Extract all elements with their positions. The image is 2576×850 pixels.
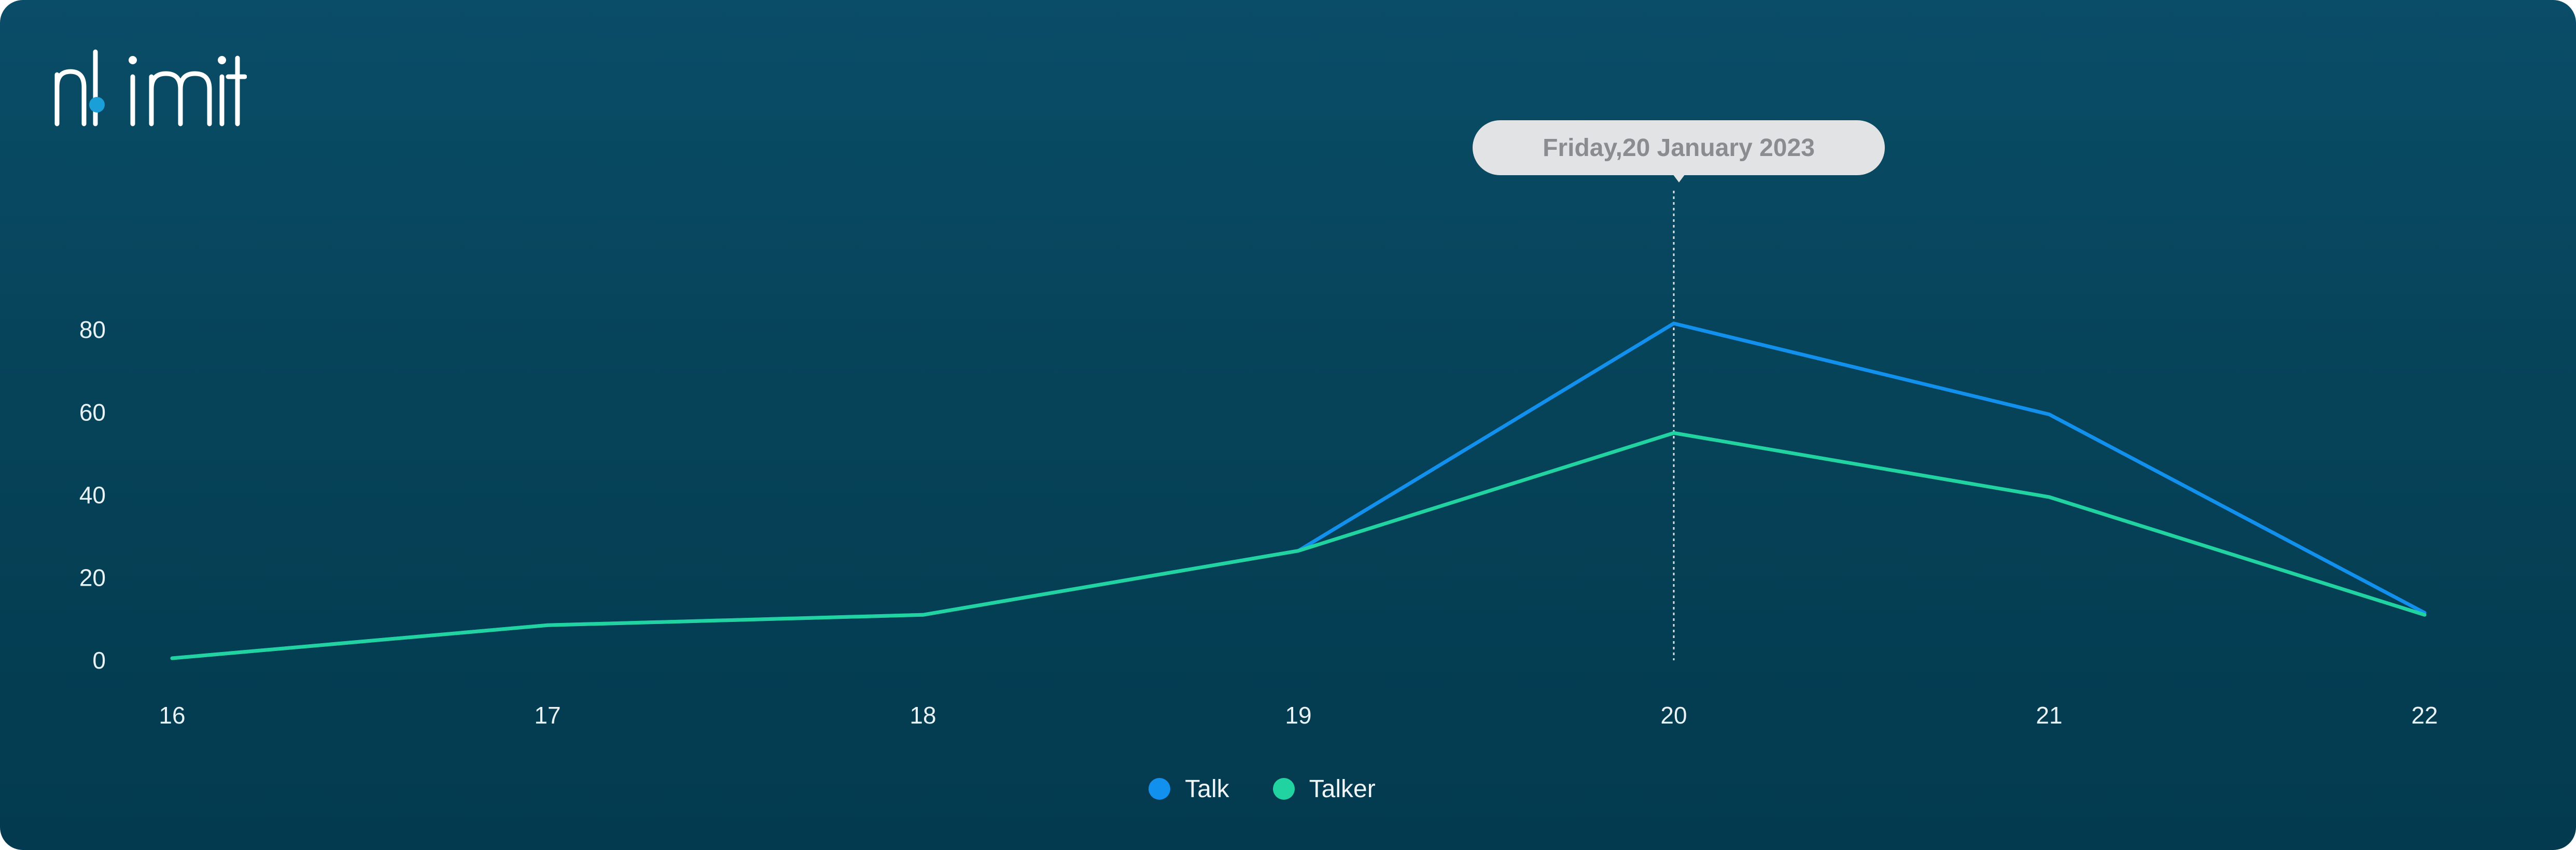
y-axis: 0 20 40 60 80 (79, 316, 106, 674)
tooltip-day: Friday, (1543, 134, 1622, 162)
chart-legend: Talk Talker (0, 772, 2576, 805)
series-line-talk[interactable] (170, 321, 2427, 660)
y-tick-label-80: 80 (79, 316, 106, 343)
y-tick-label-60: 60 (79, 399, 106, 426)
legend-label-talker: Talker (1309, 775, 1376, 803)
x-tick-label-18: 18 (909, 702, 936, 729)
date-tooltip: Friday, 20 January 2023 (1473, 120, 1885, 175)
series-layer (170, 321, 2427, 660)
legend-label-talk: Talk (1185, 775, 1229, 803)
series-line-talker[interactable] (170, 431, 2427, 660)
nlimit-logo: nlimit (54, 49, 247, 126)
x-axis: 16 17 18 19 20 21 22 (159, 702, 2438, 729)
y-tick-label-40: 40 (79, 481, 106, 508)
x-tick-label-17: 17 (534, 702, 561, 729)
x-tick-label-21: 21 (2036, 702, 2062, 729)
y-tick-label-0: 0 (92, 647, 106, 674)
legend-item-talker[interactable]: Talker (1272, 775, 1376, 803)
x-tick-label-16: 16 (159, 702, 185, 729)
x-tick-label-22: 22 (2411, 702, 2438, 729)
tooltip-date: 20 January 2023 (1622, 134, 1815, 162)
tooltip-pointer (1673, 174, 1685, 182)
x-tick-label-20: 20 (1660, 702, 1687, 729)
legend-swatch-talker (1272, 778, 1295, 800)
y-tick-label-20: 20 (79, 564, 106, 591)
legend-swatch-talk (1149, 778, 1171, 800)
x-tick-label-19: 19 (1285, 702, 1311, 729)
legend-item-talk[interactable]: Talk (1149, 775, 1229, 803)
